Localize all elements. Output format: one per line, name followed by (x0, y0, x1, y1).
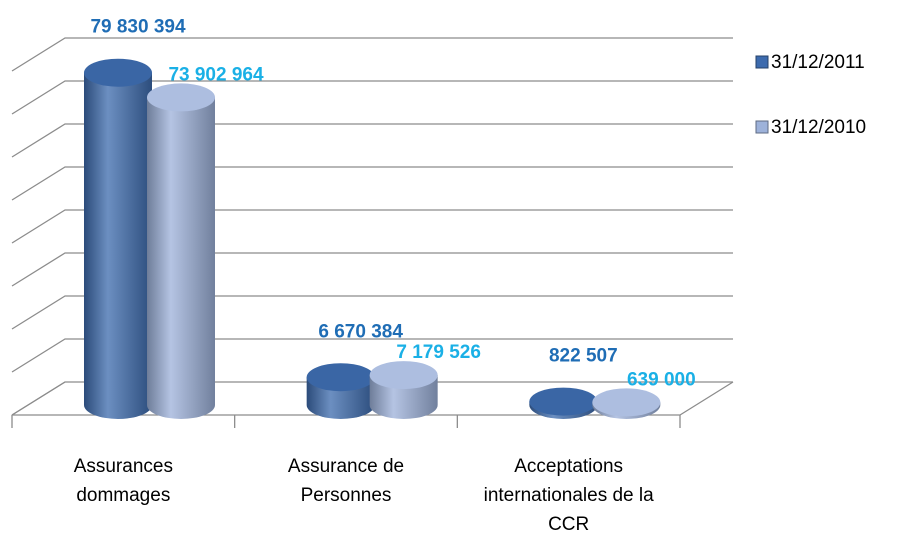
cylinder-top (147, 83, 215, 112)
cylinder-top (529, 387, 598, 416)
legend-swatch (755, 55, 769, 69)
cylinder-body (147, 97, 215, 420)
cylinder (84, 58, 152, 419)
cylinder (147, 83, 215, 420)
cylinder-top (306, 363, 375, 392)
cylinder-top (592, 388, 661, 417)
data-label: 6 670 384 (318, 321, 403, 342)
data-label: 639 000 (627, 369, 696, 390)
grid-line (11, 252, 733, 287)
grid-line (11, 338, 733, 373)
data-label: 73 902 964 (168, 64, 264, 85)
cylinder (592, 388, 661, 420)
grid-line (11, 166, 733, 201)
x-tick-label: Acceptations internationales de la CCR (483, 456, 654, 535)
grid-line (11, 37, 733, 72)
legend-label: 31/12/2010 (771, 117, 866, 138)
x-tick-label: Assurance de Personnes (287, 456, 405, 506)
data-label: 822 507 (549, 346, 618, 367)
data-label: 7 179 526 (396, 342, 481, 363)
cylinder-top (369, 361, 438, 390)
grid-line (11, 209, 733, 244)
legend-swatch (755, 120, 769, 134)
x-tick-label: Assurances dommages (73, 456, 173, 506)
cylinder-body (84, 72, 152, 419)
data-label: 79 830 394 (90, 17, 186, 38)
cylinder (529, 387, 598, 419)
cylinder-top (84, 58, 152, 87)
grid-line (11, 295, 733, 330)
cylinder (306, 363, 375, 420)
cylinder (369, 361, 438, 420)
grid-line (11, 123, 733, 158)
grid-line (11, 80, 733, 115)
legend-label: 31/12/2011 (771, 52, 865, 73)
